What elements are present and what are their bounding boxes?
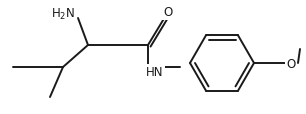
- Text: H$_2$N: H$_2$N: [51, 6, 75, 21]
- Text: HN: HN: [146, 66, 164, 79]
- Text: O: O: [163, 6, 173, 19]
- Text: O: O: [286, 57, 296, 70]
